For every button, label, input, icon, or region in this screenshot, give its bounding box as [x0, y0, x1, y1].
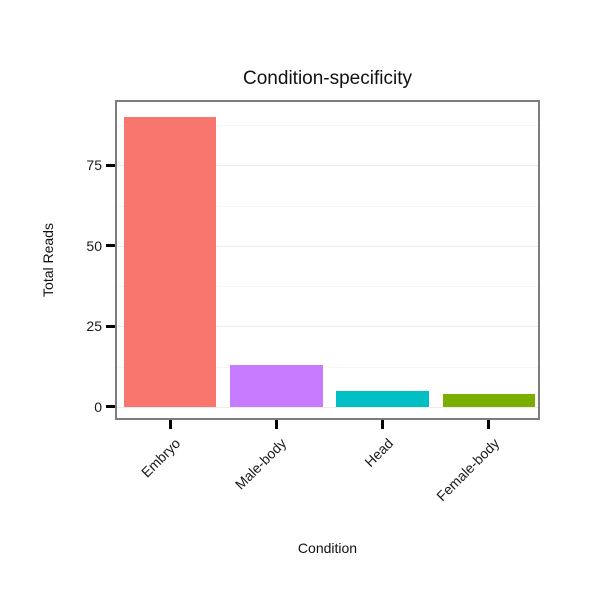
bar-embryo — [123, 117, 217, 407]
x-axis-title: Condition — [297, 540, 358, 556]
x-tick-label: Head — [360, 435, 396, 470]
plot-panel — [115, 100, 540, 420]
x-tick-label: Female-body — [433, 435, 503, 505]
x-tick-label: Male-body — [232, 435, 290, 493]
y-tick-mark — [106, 163, 115, 167]
x-tick-mark — [168, 420, 172, 429]
bar-male-body — [230, 365, 323, 407]
chart-title: Condition-specificity — [243, 68, 412, 89]
x-tick-mark — [381, 420, 385, 429]
y-tick-label: 75 — [86, 157, 102, 174]
gridline-minor — [117, 366, 538, 368]
y-tick-label: 25 — [86, 318, 102, 335]
bar-female-body — [442, 393, 536, 407]
gridline-major — [117, 326, 538, 328]
y-axis-title: Total Reads — [40, 223, 56, 297]
x-tick-mark — [487, 420, 491, 429]
gridline-minor — [117, 205, 538, 207]
gridline-minor — [117, 286, 538, 288]
gridline-major — [117, 406, 538, 408]
x-tick-label: Embryo — [138, 435, 184, 481]
bar-head — [336, 390, 429, 407]
gridline-minor — [117, 125, 538, 127]
y-tick-label: 0 — [94, 398, 102, 415]
y-tick-mark — [106, 324, 115, 328]
y-tick-mark — [106, 405, 115, 409]
y-tick-label: 50 — [86, 237, 102, 254]
y-tick-mark — [106, 244, 115, 248]
x-tick-mark — [274, 420, 278, 429]
gridline-major — [117, 165, 538, 167]
gridline-major — [117, 245, 538, 247]
